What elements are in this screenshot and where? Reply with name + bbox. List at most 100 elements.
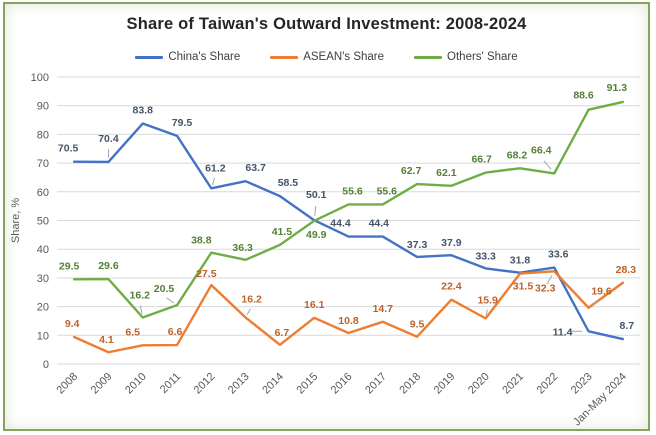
data-label: 31.8 (510, 255, 531, 267)
legend-item-asean: ASEAN's Share (270, 51, 384, 63)
label-leader-line (166, 297, 175, 304)
data-label: 6.6 (168, 326, 183, 338)
data-label: 9.5 (410, 319, 425, 331)
data-label: 49.9 (306, 229, 327, 241)
data-label: 70.5 (58, 143, 79, 155)
data-label: 8.7 (620, 320, 635, 332)
data-label: 19.6 (591, 286, 612, 298)
y-tick-label: 30 (37, 273, 49, 285)
chart-frame: 0 10 20 30 40 50 60 70 80 90 100 Share, % 2008 2009 20… (3, 2, 650, 431)
data-label: 50.1 (306, 189, 327, 201)
y-tick-label: 70 (37, 158, 49, 170)
x-tick-label: 2023 (569, 371, 595, 397)
data-label: 33.6 (548, 249, 569, 261)
y-tick-label: 60 (37, 187, 49, 199)
chart-canvas: 0 10 20 30 40 50 60 70 80 90 100 Share, % 2008 2009 20… (10, 72, 640, 428)
data-label: 16.2 (241, 294, 262, 306)
label-leader-line (314, 205, 317, 216)
x-tick-label: 2020 (466, 371, 492, 397)
others-line-swatch (414, 55, 443, 59)
data-label: 83.8 (133, 104, 154, 116)
data-label: 20.5 (154, 283, 175, 295)
china-line-swatch (135, 55, 164, 59)
y-axis-title: Share, % (10, 198, 22, 243)
y-tick-label: 20 (37, 302, 49, 314)
x-tick-label: 2015 (295, 371, 321, 397)
y-tick-label: 90 (37, 101, 49, 113)
label-leader-line (246, 308, 251, 315)
data-label: 79.5 (172, 117, 193, 129)
legend-label-china: China's Share (168, 51, 241, 63)
series-line-china-s-share (72, 122, 625, 341)
y-tick-label: 80 (37, 129, 49, 141)
label-leader-line (211, 177, 216, 186)
data-label: 68.2 (507, 149, 528, 161)
data-label: 55.6 (342, 185, 363, 197)
asean-line-swatch (270, 55, 299, 59)
data-label: 61.2 (205, 162, 226, 174)
data-label: 62.7 (401, 165, 422, 177)
data-label: 6.5 (125, 326, 140, 338)
data-label: 16.2 (130, 290, 151, 302)
data-label: 55.6 (377, 185, 398, 197)
data-label: 22.4 (441, 281, 462, 293)
legend-item-china: China's Share (135, 51, 240, 63)
data-label: 62.1 (436, 167, 457, 179)
y-tick-label: 0 (43, 359, 49, 371)
data-label: 29.6 (98, 260, 119, 272)
data-label: 37.9 (441, 237, 462, 249)
data-label: 91.3 (607, 82, 628, 94)
x-tick-label: 2021 (500, 371, 526, 397)
data-label: 44.4 (369, 218, 390, 230)
data-label: 70.4 (98, 133, 119, 145)
x-tick-label: 2018 (397, 371, 423, 397)
y-tick-label: 40 (37, 244, 49, 256)
label-leader-line (591, 300, 600, 306)
data-label: 29.5 (59, 260, 80, 272)
x-tick-label: 2014 (260, 371, 286, 397)
x-tick-label: 2008 (54, 371, 80, 397)
x-tick-label: 2012 (192, 371, 218, 397)
x-tick-label: 2010 (123, 371, 149, 397)
legend-label-others: Others' Share (447, 51, 518, 63)
data-label: 33.3 (475, 250, 496, 262)
x-tick-label: 2019 (432, 371, 458, 397)
data-label: 6.7 (275, 327, 290, 339)
data-label: 28.3 (616, 264, 637, 276)
series-line-asean-s-share (72, 270, 625, 354)
x-tick-label: 2016 (329, 371, 355, 397)
label-leader-line (485, 309, 488, 316)
data-label: 11.4 (553, 326, 573, 338)
data-label: 88.6 (573, 90, 594, 102)
data-label: 9.4 (65, 318, 80, 330)
y-tick-label: 100 (31, 72, 49, 84)
data-label: 14.7 (373, 303, 394, 315)
legend-item-others: Others' Share (414, 51, 518, 63)
data-label: 36.3 (232, 242, 253, 254)
data-label: 41.5 (272, 226, 293, 238)
chart-legend: China's Share ASEAN's Share Others' Shar… (5, 51, 648, 63)
label-leader-line (546, 275, 553, 285)
data-label: 66.4 (531, 144, 552, 156)
data-label: 32.3 (535, 282, 556, 294)
label-leader-line (139, 305, 143, 314)
label-leader-line (543, 160, 552, 170)
data-label: 63.7 (245, 162, 266, 174)
data-label: 27.5 (196, 268, 217, 280)
y-tick-label: 10 (37, 330, 49, 342)
x-tick-label: 2009 (89, 371, 115, 397)
data-label: 38.8 (191, 235, 212, 247)
x-tick-label: 2017 (363, 371, 389, 397)
chart-title: Share of Taiwan's Outward Investment: 20… (126, 15, 527, 33)
x-tick-label: 2022 (535, 371, 561, 397)
data-label: 66.7 (471, 154, 492, 166)
legend-label-asean: ASEAN's Share (303, 51, 385, 63)
data-label: 31.5 (513, 281, 534, 293)
data-label: 58.5 (278, 177, 299, 189)
x-tick-label: 2011 (158, 371, 183, 396)
data-label: 15.9 (477, 294, 498, 306)
data-label: 4.1 (99, 334, 114, 346)
series-line-others-share (72, 100, 625, 319)
x-tick-label: 2013 (226, 371, 252, 397)
